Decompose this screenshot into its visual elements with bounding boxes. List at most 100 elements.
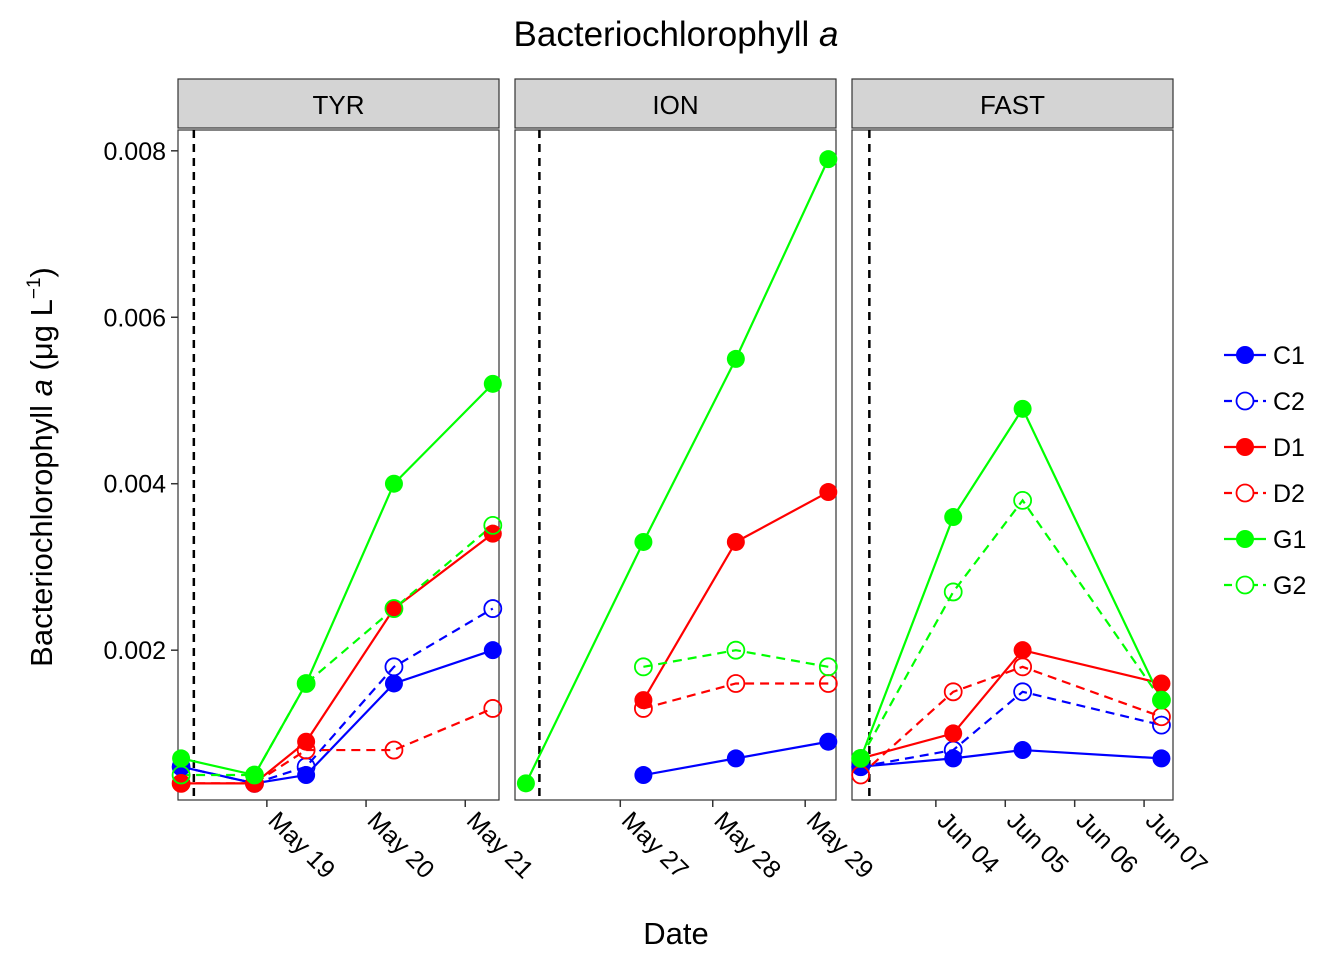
y-tick-label-0: 0.002: [103, 637, 166, 665]
point-ion-g1-0: [516, 774, 535, 793]
chart-title-main: Bacteriochlorophyll: [514, 15, 819, 54]
point-fast-d1-3: [1152, 674, 1171, 693]
point-fast-d1-2: [1013, 641, 1032, 660]
legend-item-c1: C1: [1224, 342, 1305, 370]
series-line-fast-d1: [860, 648, 1162, 760]
y-axis: 0.002 0.004 0.006 0.008: [103, 138, 178, 665]
y-axis-title-open: (: [24, 359, 59, 379]
point-tyr-c2-4: [483, 599, 503, 618]
point-fast-g2-2: [1013, 490, 1033, 510]
y-axis-title-mu: μ: [24, 342, 59, 360]
y-axis-title-close: ): [24, 267, 59, 277]
point-ion-g2-2: [818, 657, 838, 677]
panel-tyr: TYR May 19 May 20 May 21: [171, 78, 539, 884]
strip-label-ion: ION: [652, 90, 698, 120]
point-tyr-g2-4: [483, 515, 503, 535]
point-fast-c1-3: [1152, 749, 1171, 768]
point-ion-c1-2: [819, 732, 838, 751]
x-tick-label-fast-0: Jun 04: [932, 806, 1005, 879]
y-axis-title-unit: g L: [24, 299, 59, 342]
legend-label-c1: C1: [1273, 342, 1305, 370]
x-tick-label-tyr-2: May 21: [461, 806, 539, 884]
point-fast-c1-2: [1013, 741, 1032, 760]
point-fast-g2-1: [943, 582, 963, 602]
legend-marker-g1: [1236, 530, 1254, 548]
legend-label-d1: D1: [1273, 434, 1305, 462]
point-fast-d2-1: [943, 682, 963, 702]
point-fast-g1-1: [944, 508, 963, 527]
point-tyr-d2-4: [483, 699, 503, 718]
legend-item-d2: D2: [1224, 480, 1305, 508]
point-tyr-d2-3: [384, 740, 404, 760]
point-tyr-g1-3: [384, 474, 403, 493]
series-line-tyr-g2: [181, 524, 494, 777]
y-tick-label-2: 0.006: [103, 304, 166, 332]
panel-ion: ION May 27 May 28 May 29: [514, 78, 879, 884]
strip-tyr: [177, 78, 500, 129]
point-fast-g2-0: [851, 748, 871, 768]
y-tick-label-3: 0.008: [103, 138, 166, 166]
legend: C1 C2 D1 D2 G1 G2: [1224, 342, 1306, 600]
point-fast-g1-3: [1152, 691, 1171, 710]
chart-title: Bacteriochlorophyll a: [514, 15, 839, 54]
point-fast-g2-3: [1152, 690, 1171, 710]
legend-item-d1: D1: [1224, 434, 1305, 462]
point-ion-g1-1: [634, 532, 653, 551]
x-tick-label-fast-1: Jun 05: [1001, 806, 1074, 879]
y-axis-title-italic: a: [24, 379, 59, 396]
point-fast-d1-1: [944, 724, 963, 743]
point-tyr-g2-0: [171, 765, 191, 785]
series-line-fast-c2: [860, 690, 1162, 768]
point-tyr-g1-1: [245, 766, 264, 785]
point-tyr-d1-3: [384, 599, 403, 618]
series-line-fast-g2: [859, 498, 1163, 759]
strip-label-tyr: TYR: [313, 90, 365, 120]
series-line-ion-d2: [643, 682, 829, 710]
x-tick-label-tyr-0: May 19: [263, 806, 341, 884]
point-ion-g2-0: [634, 657, 653, 677]
y-axis-title: Bacteriochlorophyll a (μg L−1): [24, 267, 59, 667]
point-fast-g1-2: [1013, 399, 1032, 418]
series-line-ion-g2: [643, 649, 829, 668]
point-tyr-g1-0: [172, 749, 191, 768]
point-ion-d2-0: [634, 699, 653, 718]
point-ion-d2-1: [726, 674, 746, 693]
point-fast-g1-0: [851, 749, 870, 768]
chart-title-italic: a: [819, 15, 838, 54]
point-tyr-g2-2: [296, 674, 316, 693]
legend-marker-g2: [1235, 575, 1255, 595]
series-line-tyr-d2: [181, 707, 494, 785]
point-ion-d1-1: [726, 532, 745, 551]
point-ion-g1-2: [726, 349, 745, 368]
plot-area-tyr: [177, 129, 500, 801]
point-tyr-g2-1: [245, 765, 264, 785]
series-line-fast-g1: [859, 406, 1163, 759]
point-ion-g1-3: [819, 150, 838, 169]
x-tick-label-ion-0: May 27: [616, 806, 694, 884]
x-tick-label-tyr-1: May 20: [362, 806, 440, 884]
y-tick-label-1: 0.004: [103, 471, 166, 499]
facet-panels: TYR May 19 May 20 May 21 ION May 27 May 28 May …: [171, 78, 1213, 884]
point-tyr-c1-3: [384, 674, 403, 693]
plot-area-ion: [514, 129, 837, 801]
series-line-fast-d2: [859, 665, 1162, 776]
legend-item-g2: G2: [1224, 572, 1306, 600]
legend-marker-d1: [1236, 438, 1254, 456]
point-tyr-g2-3: [384, 599, 404, 618]
point-tyr-d2-2: [296, 740, 316, 760]
point-ion-c1-1: [726, 749, 745, 768]
strip-fast: [851, 78, 1174, 129]
legend-item-c2: C2: [1224, 388, 1305, 416]
point-tyr-g1-2: [297, 674, 316, 693]
x-tick-label-fast-2: Jun 06: [1070, 806, 1143, 879]
plot-area-fast: [851, 129, 1174, 801]
point-ion-g2-1: [726, 640, 746, 660]
point-tyr-d2-0: [171, 773, 191, 793]
x-tick-label-ion-2: May 29: [801, 806, 879, 884]
point-tyr-c2-3: [384, 657, 404, 677]
series-line-ion-g1: [524, 158, 830, 784]
legend-item-g1: G1: [1224, 526, 1306, 554]
point-tyr-g1-4: [483, 374, 502, 393]
